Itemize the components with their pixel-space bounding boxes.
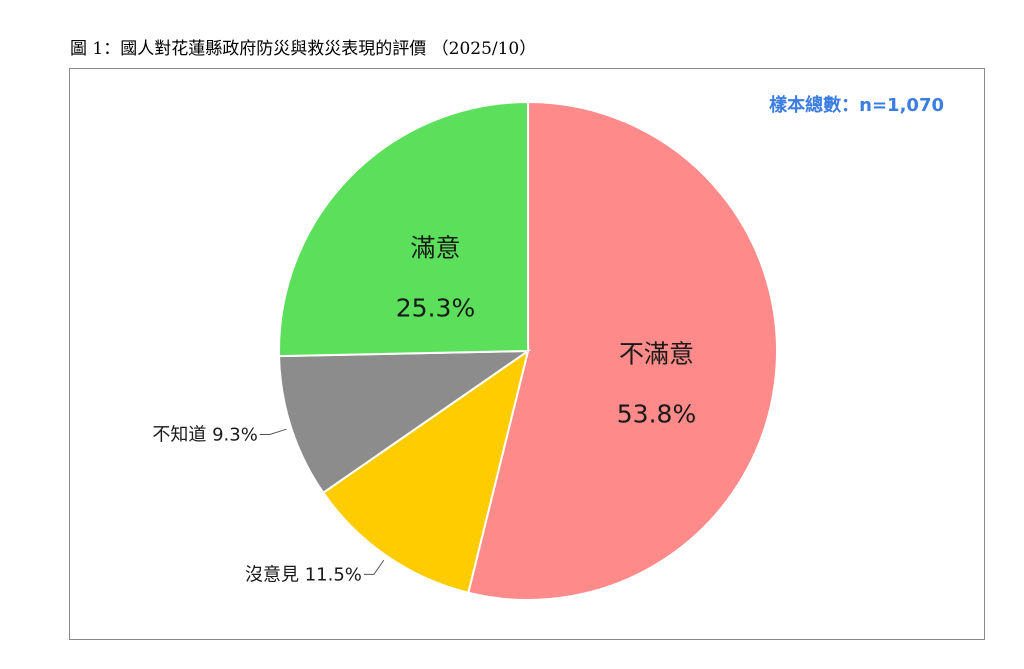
slice-value-satisfied: 25.3% bbox=[396, 293, 475, 322]
pie-slice-no-opinion bbox=[321, 348, 530, 594]
pie-slice-dont-know bbox=[278, 349, 532, 495]
leader-line-no-opinion bbox=[363, 559, 385, 575]
pie-labels: 不滿意 53.8% 沒意見 11.5% 不知道 9.3% 滿意 25.3% bbox=[152, 233, 696, 585]
figure-title: 圖 1：國人對花蓮縣政府防災與救災表現的評價 （2025/10） bbox=[70, 39, 537, 59]
slice-label-dissatisfied: 不滿意 bbox=[619, 340, 694, 369]
slice-label-no-opinion: 沒意見 11.5% bbox=[245, 564, 362, 585]
sample-size-note: 樣本總數：n=1,070 bbox=[769, 94, 944, 116]
pie-slice-dissatisfied bbox=[467, 100, 778, 601]
pie-slice-satisfied bbox=[278, 100, 529, 358]
slice-label-dont-know: 不知道 9.3% bbox=[152, 425, 257, 446]
slice-value-dissatisfied: 53.8% bbox=[617, 400, 696, 429]
pie-slices bbox=[278, 100, 778, 601]
leader-line-dont-know bbox=[259, 428, 287, 435]
slice-label-satisfied: 滿意 bbox=[410, 233, 460, 262]
